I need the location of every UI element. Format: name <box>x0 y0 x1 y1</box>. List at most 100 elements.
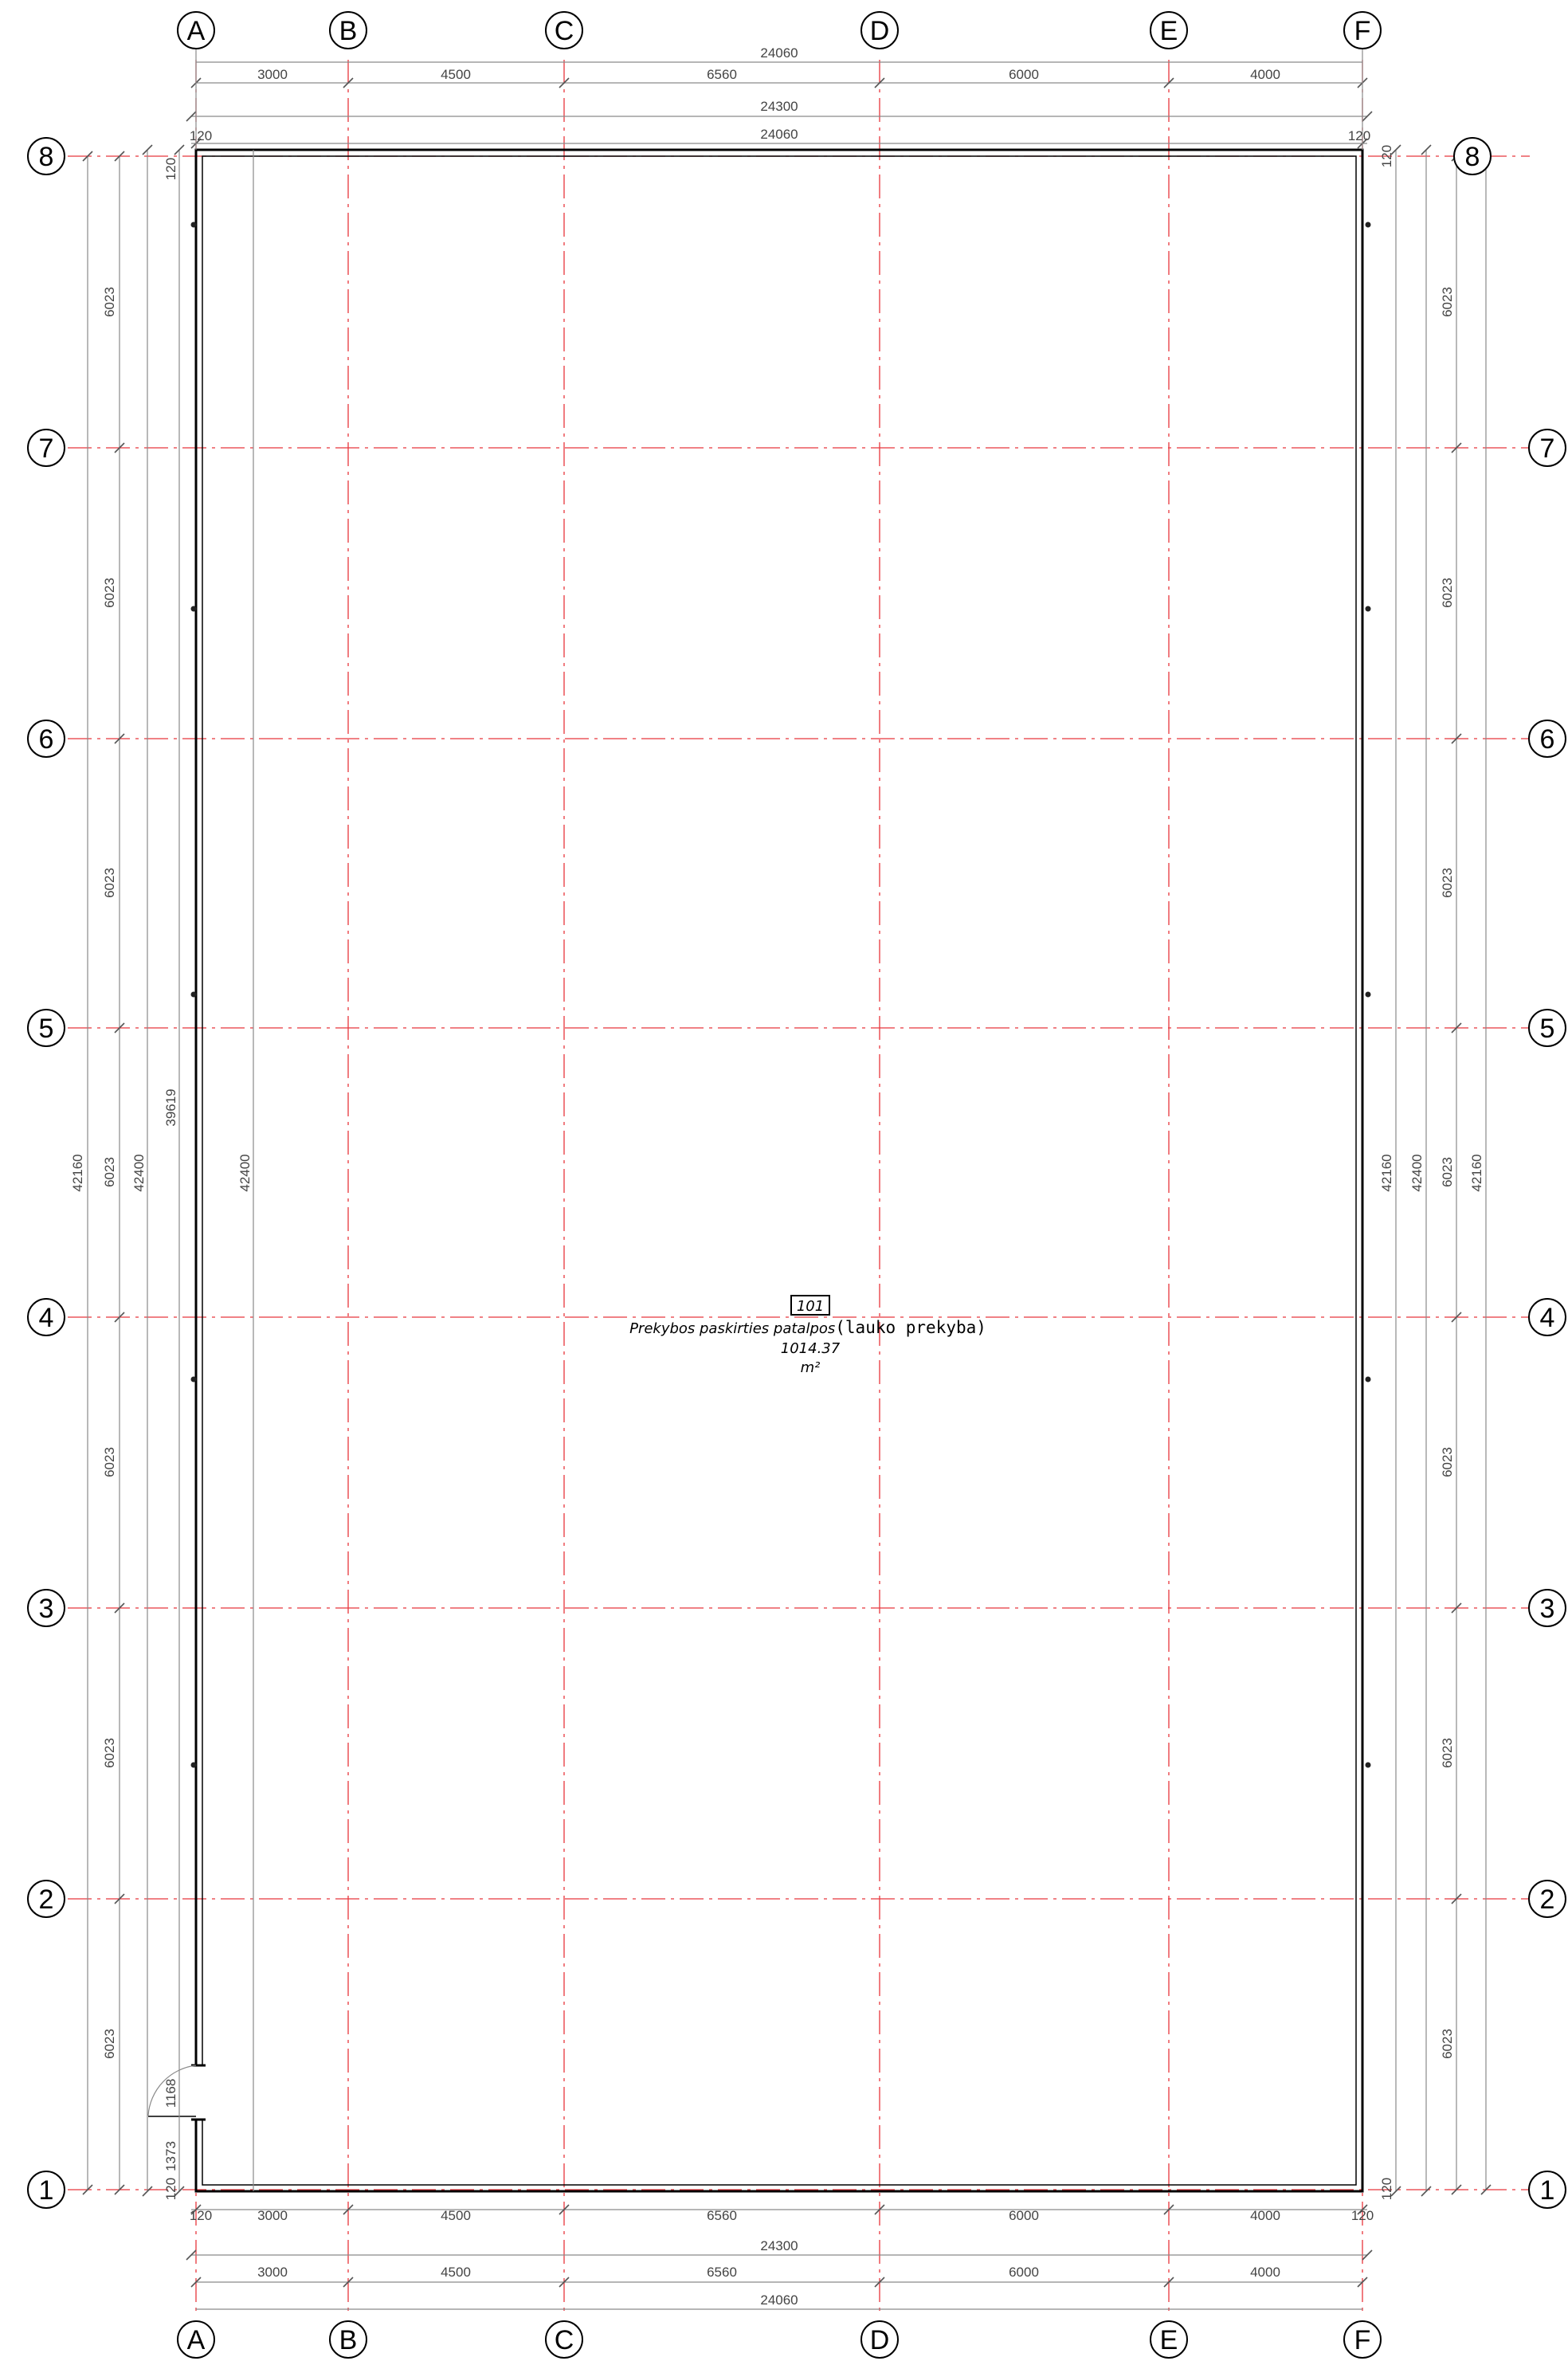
column-dot <box>1365 991 1371 998</box>
dim-bottom-span: 6560 <box>707 2208 737 2223</box>
dim-bottom-span: 4500 <box>441 2208 471 2223</box>
dim-right-span: 6023 <box>1440 287 1455 317</box>
dim-left-small: 1373 <box>163 2141 178 2171</box>
svg-text:B: B <box>339 2325 358 2355</box>
room-name: Prekybos paskirties patalpos(lauko preky… <box>629 1318 986 1337</box>
dim-top-outer: 24300 <box>760 99 798 114</box>
dim-left-total: 42400 <box>131 1154 147 1191</box>
door-swing-icon <box>147 2065 197 2116</box>
grid-bubble-F: F <box>1343 11 1382 49</box>
grid-bubble-2: 2 <box>1528 1880 1566 1918</box>
grid-bubble-4: 4 <box>1528 1298 1566 1336</box>
column-dot <box>1365 222 1371 228</box>
dim-left-span: 6023 <box>102 287 117 317</box>
dim-top-span: 6000 <box>1009 67 1039 82</box>
svg-text:6: 6 <box>39 724 54 755</box>
dim-right-span: 6023 <box>1440 1738 1455 1768</box>
grid-bubble-D: D <box>860 11 899 49</box>
room-area-unit: m² <box>801 1359 821 1376</box>
svg-text:B: B <box>339 16 358 46</box>
row-bubbles-right: 8 7 6 5 4 3 2 1 <box>1453 137 1566 2209</box>
dim-top-edge-left: 120 <box>190 128 212 143</box>
grid-bubble-C: C <box>545 2320 583 2359</box>
column-bubbles-top: A B C D E F <box>177 11 1382 49</box>
dim-left-span: 6023 <box>102 1738 117 1768</box>
dim-right-total: 42400 <box>1409 1154 1425 1191</box>
dim-left-total: 42160 <box>70 1154 85 1191</box>
grid-bubble-1: 1 <box>27 2171 65 2209</box>
dim-bottom-edge-right: 120 <box>1351 2208 1374 2223</box>
grid-bubble-E: E <box>1150 2320 1188 2359</box>
svg-text:C: C <box>555 2325 574 2355</box>
dim-left-total: 42400 <box>237 1154 253 1191</box>
grid-bubble-1: 1 <box>1528 2171 1566 2209</box>
dim-right-edge: 120 <box>1379 2178 1394 2200</box>
column-dot <box>1365 1762 1371 1768</box>
dim-top-span: 4000 <box>1250 67 1280 82</box>
dim-right-edge: 120 <box>1379 145 1394 167</box>
grid-axes <box>68 60 1530 2315</box>
dim-top-span: 3000 <box>257 67 288 82</box>
dim-bottom-outer: 24300 <box>760 2238 798 2253</box>
dim-top-inner: 24060 <box>760 127 798 142</box>
dim-left-span: 6023 <box>102 578 117 608</box>
svg-text:6: 6 <box>1540 724 1555 755</box>
dim-bottom-span: 4000 <box>1250 2208 1280 2223</box>
grid-bubble-5: 5 <box>27 1009 65 1047</box>
svg-text:A: A <box>187 2325 206 2355</box>
dim-bottom-span: 6000 <box>1009 2208 1039 2223</box>
grid-bubble-3: 3 <box>1528 1589 1566 1627</box>
dim-bottom-edge-left: 120 <box>190 2208 212 2223</box>
svg-text:7: 7 <box>1540 433 1555 464</box>
svg-text:8: 8 <box>1465 142 1480 172</box>
column-dot <box>190 222 197 228</box>
column-dot <box>1365 1376 1371 1382</box>
column-dot <box>190 991 197 998</box>
room-number: 101 <box>797 1298 824 1315</box>
grid-bubble-A: A <box>177 11 215 49</box>
svg-text:F: F <box>1354 2325 1371 2355</box>
right-dimensions: 6023 6023 6023 6023 6023 6023 6023 42160… <box>1379 144 1492 2200</box>
dim-right-span: 6023 <box>1440 1447 1455 1477</box>
dim-bottom-span: 4500 <box>441 2265 471 2280</box>
dim-right-span: 6023 <box>1440 1157 1455 1187</box>
grid-bubble-C: C <box>545 11 583 49</box>
svg-text:D: D <box>870 2325 890 2355</box>
dim-top-span: 6560 <box>707 67 737 82</box>
grid-bubble-8: 8 <box>27 137 65 175</box>
svg-text:1: 1 <box>1540 2175 1555 2206</box>
dim-left-span: 6023 <box>102 868 117 898</box>
left-dimensions: 6023 6023 6023 6023 6023 6023 6023 42160… <box>70 144 254 2200</box>
dim-bottom-span: 3000 <box>257 2265 288 2280</box>
svg-text:4: 4 <box>1540 1303 1555 1333</box>
dim-left-span: 6023 <box>102 2029 117 2059</box>
column-dot <box>190 606 197 612</box>
dim-top-edge-right: 120 <box>1348 128 1370 143</box>
dim-bottom-span: 3000 <box>257 2208 288 2223</box>
grid-bubble-8: 8 <box>1453 137 1492 175</box>
svg-text:8: 8 <box>39 142 54 172</box>
room-number-box <box>790 1295 830 1316</box>
svg-text:E: E <box>1160 2325 1178 2355</box>
grid-bubble-B: B <box>329 2320 367 2359</box>
dim-right-total: 42160 <box>1469 1154 1484 1191</box>
dim-bottom-span: 6000 <box>1009 2265 1039 2280</box>
top-dimensions: 24060 3000 4500 6560 6000 4000 24300 240… <box>186 45 1373 150</box>
dim-bottom-span: 4000 <box>1250 2265 1280 2280</box>
svg-text:2: 2 <box>39 1884 54 1915</box>
outer-wall <box>194 148 1364 2193</box>
svg-text:E: E <box>1160 16 1178 46</box>
grid-bubble-B: B <box>329 11 367 49</box>
room-name-plain: (lauko prekyba) <box>835 1318 986 1337</box>
column-dot <box>1365 606 1371 612</box>
column-bubbles-bottom: A B C D E F <box>177 2320 1382 2359</box>
dim-top-total: 24060 <box>760 45 798 61</box>
dim-right-span: 6023 <box>1440 578 1455 608</box>
room-area: 1014.37 <box>781 1340 841 1357</box>
svg-text:A: A <box>187 16 206 46</box>
inner-wall-line <box>202 155 1357 2186</box>
svg-text:7: 7 <box>39 433 54 464</box>
dim-top-span: 4500 <box>441 67 471 82</box>
grid-bubble-7: 7 <box>27 429 65 467</box>
